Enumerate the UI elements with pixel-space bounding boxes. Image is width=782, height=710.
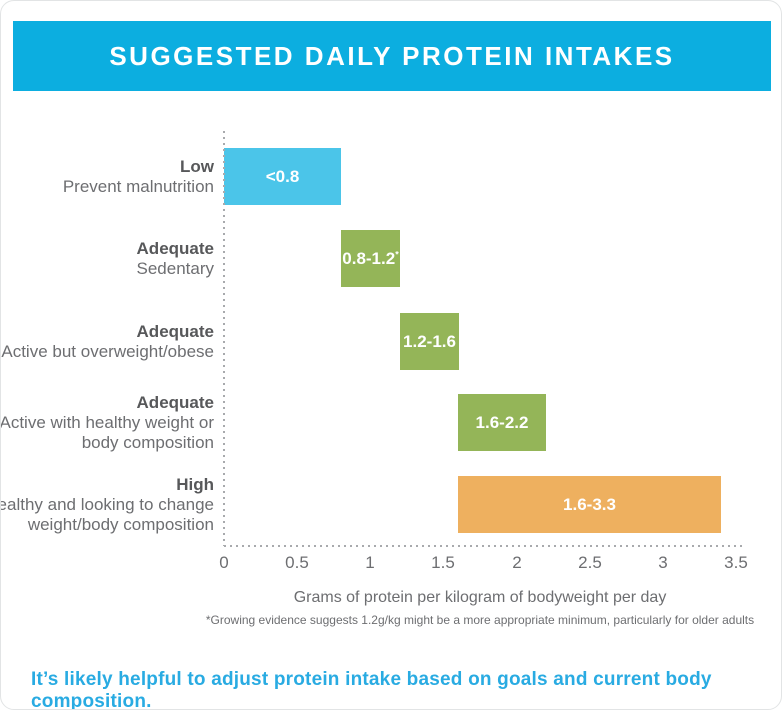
- row-category-label: Adequate Sedentary: [137, 239, 215, 279]
- x-axis-tick-label: 2: [512, 553, 522, 572]
- chart-row: Adequate Active with healthy weight or bod…: [0, 392, 781, 453]
- row-category-description: Healthy and looking to change: [0, 494, 214, 514]
- intake-range-bar: 0.8-1.2*: [341, 230, 400, 287]
- chart-row: High Healthy and looking to change weight/…: [0, 474, 781, 535]
- chart-row: Low Prevent malnutrition <0.8: [1, 148, 781, 205]
- footnote-asterisk: *: [395, 248, 399, 259]
- x-axis-tick-label: 1.5: [431, 553, 455, 572]
- row-category-description: Active with healthy weight or: [0, 412, 214, 432]
- bar-range-label: 1.6-3.3: [563, 494, 616, 514]
- chart-row: Adequate Active but overweight/obese 1.2-1…: [1, 313, 781, 370]
- y-axis-line: [223, 131, 225, 546]
- bar-range-label: 1.6-2.2: [475, 412, 529, 432]
- intake-range-bar: 1.2-1.6: [400, 313, 459, 370]
- x-axis-tick-label: 2.5: [578, 553, 602, 572]
- bar-range-label: 1.2-1.6: [403, 331, 456, 351]
- intake-range-bar: 1.6-2.2: [458, 394, 546, 451]
- page-title: SUGGESTED DAILY PROTEIN INTAKES: [109, 40, 675, 71]
- row-category-description: Sedentary: [136, 258, 215, 278]
- row-category-description: Active but overweight/obese: [1, 341, 214, 361]
- title-banner: SUGGESTED DAILY PROTEIN INTAKES: [13, 21, 771, 91]
- bar-range-label: <0.8: [265, 166, 300, 186]
- chart-footnote: *Growing evidence suggests 1.2g/kg might…: [205, 613, 755, 627]
- row-category-title: Adequate: [136, 238, 214, 258]
- x-axis-tick-label: 3: [658, 553, 668, 572]
- row-category-label: Adequate Active but overweight/obese: [1, 322, 214, 362]
- chart-row: Adequate Sedentary 0.8-1.2*: [1, 230, 781, 287]
- row-category-title: Adequate: [136, 392, 214, 412]
- row-category-description: weight/body composition: [27, 514, 214, 534]
- intake-range-bar: 1.6-3.3: [458, 476, 721, 533]
- row-category-title: High: [176, 474, 214, 494]
- row-category-description: body composition: [81, 432, 214, 452]
- x-axis-line: [224, 545, 742, 547]
- row-category-description: Prevent malnutrition: [62, 176, 214, 196]
- intake-range-bar: <0.8: [224, 148, 341, 205]
- x-axis-tick-label: 1: [365, 553, 375, 572]
- x-axis-tick-label: 0.5: [285, 553, 309, 572]
- row-category-title: Adequate: [136, 321, 214, 341]
- row-category-label: Low Prevent malnutrition: [63, 157, 214, 197]
- row-category-label: High Healthy and looking to change weight/…: [0, 474, 214, 535]
- x-axis-tick-label: 3.5: [724, 553, 748, 572]
- bar-range-label: 0.8-1.2*: [342, 248, 399, 268]
- row-category-title: Low: [180, 156, 214, 176]
- x-axis-tick-label: 0: [219, 553, 229, 572]
- takeaway-text: It’s likely helpful to adjust protein in…: [31, 669, 712, 710]
- x-axis-label: Grams of protein per kilogram of bodywei…: [293, 589, 667, 606]
- row-category-label: Adequate Active with healthy weight or bod…: [0, 392, 214, 453]
